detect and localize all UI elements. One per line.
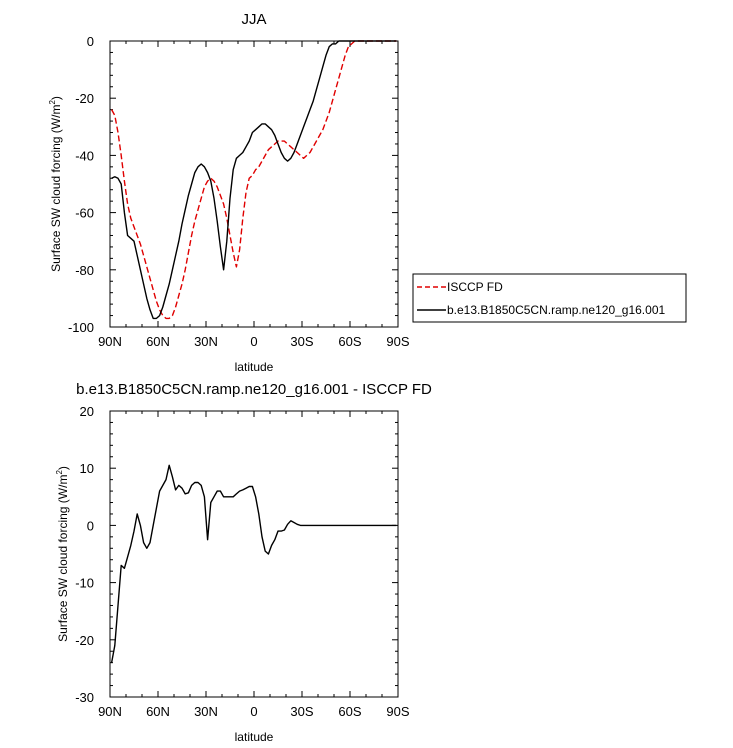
bottom-x-tick-label: 60S <box>338 704 361 719</box>
bottom-y-label-close: ) <box>56 466 70 470</box>
bottom-y-label-sup: 2 <box>55 470 64 475</box>
top-x-tick-label: 90S <box>386 334 409 349</box>
bottom-plot-frame <box>109 410 399 698</box>
top-x-tick-label: 30N <box>194 334 218 349</box>
top-y-tick-label: -60 <box>75 206 94 221</box>
top-x-tick-label: 30S <box>290 334 313 349</box>
bottom-x-tick-label: 30S <box>290 704 313 719</box>
top-x-tick-label: 0 <box>250 334 257 349</box>
top-chart-title: JJA <box>241 11 266 28</box>
bottom-chart-title: b.e13.B1850C5CN.ramp.ne120_g16.001 - ISC… <box>76 381 432 398</box>
bottom-ticks: 90N 60N 30N 0 30S 60S 90S -30 -20 -10 0 10 20 <box>75 404 410 719</box>
top-y-tick-label: -20 <box>75 91 94 106</box>
bottom-x-tick-label: 90N <box>98 704 122 719</box>
bottom-series-line-0 <box>110 464 397 663</box>
bottom-x-axis-label: latitude <box>235 730 274 744</box>
top-plot-frame <box>109 40 399 328</box>
top-series-line-0 <box>110 40 397 320</box>
legend-label-isccp: ISCCP FD <box>447 280 503 294</box>
bottom-y-label-text: Surface SW cloud forcing (W/m <box>56 475 70 642</box>
top-x-axis-label: latitude <box>235 360 274 374</box>
top-ticks: 90N 60N 30N 0 30S 60S 90S -100 -80 -60 -40 -20 0 <box>68 34 410 349</box>
top-x-tick-label: 60S <box>338 334 361 349</box>
bottom-x-tick-label: 0 <box>250 704 257 719</box>
top-y-axis-label: Surface SW cloud forcing (W/m2) <box>48 96 63 272</box>
top-lines <box>110 40 397 320</box>
top-y-tick-label: -80 <box>75 263 94 278</box>
top-x-tick-label: 60N <box>146 334 170 349</box>
top-y-label-text: Surface SW cloud forcing (W/m <box>49 105 63 272</box>
top-x-tick-label: 90N <box>98 334 122 349</box>
bottom-x-tick-label: 30N <box>194 704 218 719</box>
top-y-label-sup: 2 <box>48 100 57 105</box>
bottom-y-tick-label: 10 <box>80 461 94 476</box>
bottom-x-tick-label: 90S <box>386 704 409 719</box>
top-y-label-close: ) <box>49 96 63 100</box>
top-y-tick-label: -100 <box>68 320 94 335</box>
top-series-line-1 <box>111 40 397 320</box>
bottom-y-axis-label: Surface SW cloud forcing (W/m2) <box>55 466 70 642</box>
bottom-y-tick-label: 0 <box>87 518 94 533</box>
legend-label-model: b.e13.B1850C5CN.ramp.ne120_g16.001 <box>447 303 665 317</box>
bottom-y-tick-label: -30 <box>75 690 94 705</box>
top-y-tick-label: 0 <box>87 34 94 49</box>
bottom-x-tick-label: 60N <box>146 704 170 719</box>
legend: ISCCP FD b.e13.B1850C5CN.ramp.ne120_g16.… <box>412 273 687 323</box>
bottom-y-tick-label: -20 <box>75 633 94 648</box>
bottom-y-tick-label: 20 <box>80 404 94 419</box>
bottom-panel: b.e13.B1850C5CN.ramp.ne120_g16.001 - ISC… <box>55 381 432 744</box>
top-panel: JJA 90N 60N 30N 0 30S 60S 90S -100 -80 -60 -40 -20 0… <box>48 11 410 374</box>
top-y-tick-label: -40 <box>75 148 94 163</box>
bottom-lines <box>110 464 397 663</box>
legend-box <box>412 273 687 323</box>
bottom-y-tick-label: -10 <box>75 576 94 591</box>
